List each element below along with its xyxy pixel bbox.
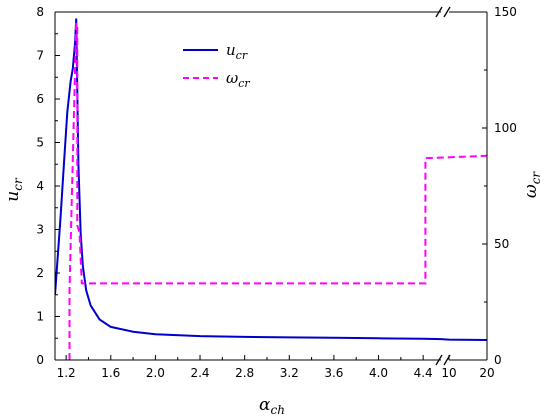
x-tick-label: 3.6 <box>324 366 343 380</box>
left-y-tick-label: 4 <box>36 179 44 193</box>
x-tick-label: 3.2 <box>280 366 299 380</box>
x-axis-break-mark-top <box>443 6 451 18</box>
x-tick-label: 4.0 <box>369 366 388 380</box>
right-y-tick-label: 150 <box>494 5 517 19</box>
left-y-tick-label: 2 <box>36 266 44 280</box>
left-y-tick-label: 0 <box>36 353 44 367</box>
legend: ucr ωcr <box>183 41 250 90</box>
x-axis-break-mark-bottom <box>435 354 443 366</box>
x-axis-label: αch <box>259 395 285 417</box>
x-axis-break-mark-top <box>435 6 443 18</box>
legend-label-omega-cr: ωcr <box>226 69 250 90</box>
x-tick-label: 10 <box>441 366 456 380</box>
left-y-tick-label: 8 <box>36 5 44 19</box>
x-tick-label: 2.8 <box>235 366 254 380</box>
right-y-axis-label: ωcr <box>521 171 543 199</box>
left-y-tick-label: 6 <box>36 92 44 106</box>
left-y-tick-label: 7 <box>36 49 44 63</box>
x-tick-label: 2.4 <box>190 366 209 380</box>
x-tick-label: 20 <box>479 366 494 380</box>
left-y-tick-label: 3 <box>36 223 44 237</box>
x-tick-label: 1.6 <box>101 366 120 380</box>
right-y-tick-label: 50 <box>494 237 509 251</box>
x-tick-label: 1.2 <box>57 366 76 380</box>
x-tick-label: 4.4 <box>414 366 433 380</box>
right-y-tick-label: 100 <box>494 121 517 135</box>
series-line-omega-cr <box>68 22 487 360</box>
right-y-tick-label: 0 <box>494 353 502 367</box>
left-y-axis-label: ucr <box>3 177 25 202</box>
series-line-u-cr <box>55 18 487 341</box>
left-y-tick-label: 5 <box>36 136 44 150</box>
left-y-tick-label: 1 <box>36 310 44 324</box>
x-tick-label: 2.0 <box>146 366 165 380</box>
legend-label-u-cr: ucr <box>226 41 248 62</box>
